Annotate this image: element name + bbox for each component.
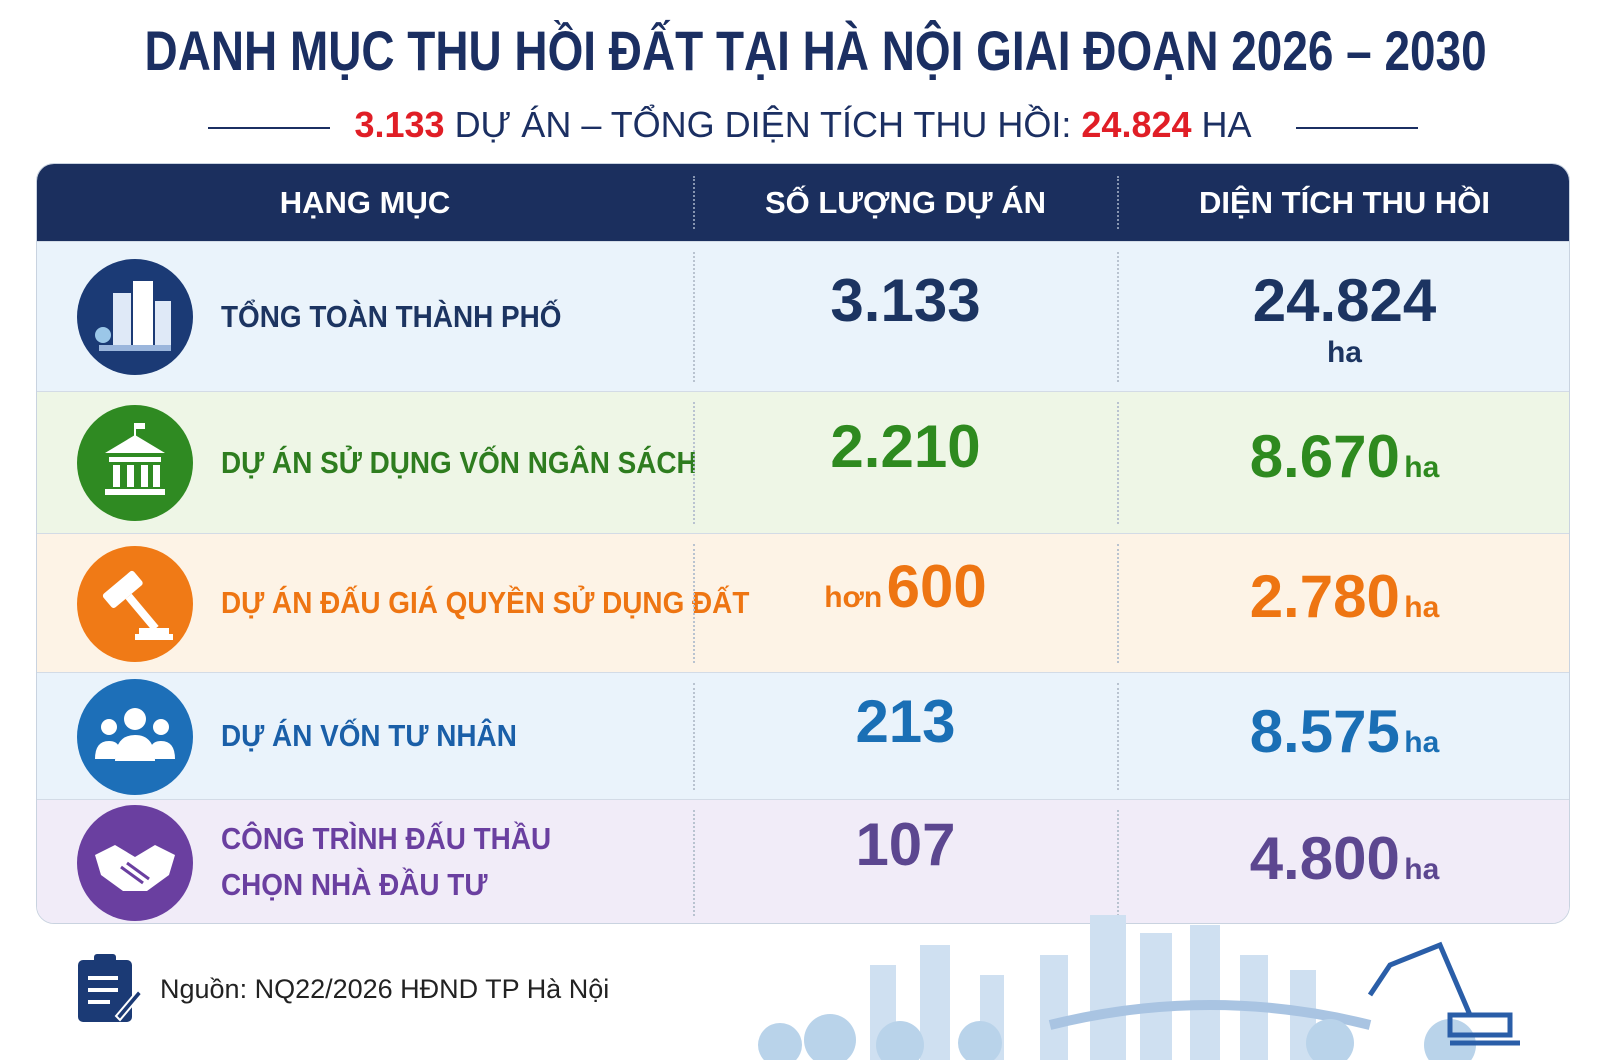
divider bbox=[693, 544, 695, 663]
table-header: HẠNG MỤC SỐ LƯỢNG DỰ ÁN DIỆN TÍCH THU HỒ… bbox=[37, 164, 1569, 241]
project-cell: hơn 600 bbox=[693, 552, 1118, 621]
area-cell: 2.780 ha bbox=[1118, 562, 1569, 631]
project-prefix: hơn bbox=[824, 581, 883, 614]
divider bbox=[693, 402, 695, 524]
project-count: 2.210 bbox=[830, 413, 981, 480]
icon-gavel bbox=[77, 546, 193, 662]
rule bbox=[208, 127, 330, 129]
category: DỰ ÁN ĐẤU GIÁ QUYỀN SỬ DỤNG ĐẤT bbox=[221, 585, 750, 620]
divider bbox=[693, 252, 695, 382]
divider bbox=[693, 683, 695, 790]
area: 24.824 bbox=[1252, 267, 1437, 334]
icon-city bbox=[77, 259, 193, 375]
table-row: CÔNG TRÌNH ĐẤU THẦU CHỌN NHÀ ĐẦU TƯ 107 … bbox=[37, 799, 1569, 923]
area: 8.575 bbox=[1249, 698, 1400, 765]
project-count: 3.133 bbox=[830, 267, 981, 334]
category: DỰ ÁN VỐN TƯ NHÂN bbox=[221, 718, 517, 753]
area-cell: 8.575 ha bbox=[1118, 697, 1569, 766]
subtitle: 3.133 DỰ ÁN – TỔNG DIỆN TÍCH THU HỒI: 24… bbox=[0, 104, 1606, 146]
table-row: TỔNG TOÀN THÀNH PHỐ 3.133 24.824 ha bbox=[37, 241, 1569, 391]
category: CÔNG TRÌNH ĐẤU THẦU bbox=[221, 821, 552, 856]
area: 4.800 bbox=[1249, 825, 1400, 892]
area-unit: ha bbox=[1404, 451, 1440, 484]
divider bbox=[1117, 176, 1119, 229]
subtitle-unit: HA bbox=[1201, 104, 1252, 145]
source: Nguồn: NQ22/2026 HĐND TP Hà Nội bbox=[160, 974, 610, 1004]
area: 8.670 bbox=[1249, 423, 1400, 490]
category: TỔNG TOÀN THÀNH PHỐ bbox=[221, 299, 562, 334]
table-row: DỰ ÁN VỐN TƯ NHÂN 213 8.575 ha bbox=[37, 672, 1569, 799]
icon-government bbox=[77, 405, 193, 521]
divider bbox=[1117, 683, 1119, 790]
category: DỰ ÁN SỬ DỤNG VỐN NGÂN SÁCH bbox=[221, 445, 697, 480]
subtitle-text: DỰ ÁN – TỔNG DIỆN TÍCH THU HỒI: bbox=[454, 104, 1072, 145]
rule bbox=[1296, 127, 1418, 129]
project-count: 213 bbox=[855, 688, 956, 755]
table-row: DỰ ÁN ĐẤU GIÁ QUYỀN SỬ DỤNG ĐẤT hơn 600 … bbox=[37, 533, 1569, 672]
column-header: HẠNG MỤC bbox=[279, 185, 451, 220]
column-header: DIỆN TÍCH THU HỒI bbox=[1198, 185, 1491, 220]
divider bbox=[1117, 810, 1119, 916]
skyline-decoration bbox=[758, 915, 1520, 1060]
area-unit: ha bbox=[1404, 726, 1440, 759]
subtitle-area: 24.824 bbox=[1081, 104, 1192, 145]
area-cell: 4.800 ha bbox=[1118, 824, 1569, 893]
icon-handshake bbox=[77, 805, 193, 921]
area-unit: ha bbox=[1404, 591, 1440, 624]
column-header: SỐ LƯỢNG DỰ ÁN bbox=[764, 185, 1047, 220]
category: CHỌN NHÀ ĐẦU TƯ bbox=[221, 867, 488, 902]
project-count: 600 bbox=[886, 553, 987, 620]
area-cell: 8.670 ha bbox=[1118, 422, 1569, 491]
divider bbox=[693, 176, 695, 229]
table: HẠNG MỤC SỐ LƯỢNG DỰ ÁN DIỆN TÍCH THU HỒ… bbox=[36, 163, 1570, 924]
area-unit: ha bbox=[1326, 336, 1362, 369]
divider bbox=[1117, 544, 1119, 663]
subtitle-projects: 3.133 bbox=[354, 104, 445, 145]
icon-people bbox=[77, 679, 193, 795]
area-unit: ha bbox=[1404, 853, 1440, 886]
table-row: DỰ ÁN SỬ DỤNG VỐN NGÂN SÁCH 2.210 8.670 … bbox=[37, 391, 1569, 533]
divider bbox=[1117, 252, 1119, 382]
area: 2.780 bbox=[1249, 563, 1400, 630]
divider bbox=[1117, 402, 1119, 524]
divider bbox=[693, 810, 695, 916]
icon-clipboard bbox=[78, 954, 142, 1022]
title: DANH MỤC THU HỒI ĐẤT TẠI HÀ NỘI GIAI ĐOẠ… bbox=[144, 19, 1487, 82]
project-count: 107 bbox=[855, 811, 956, 878]
